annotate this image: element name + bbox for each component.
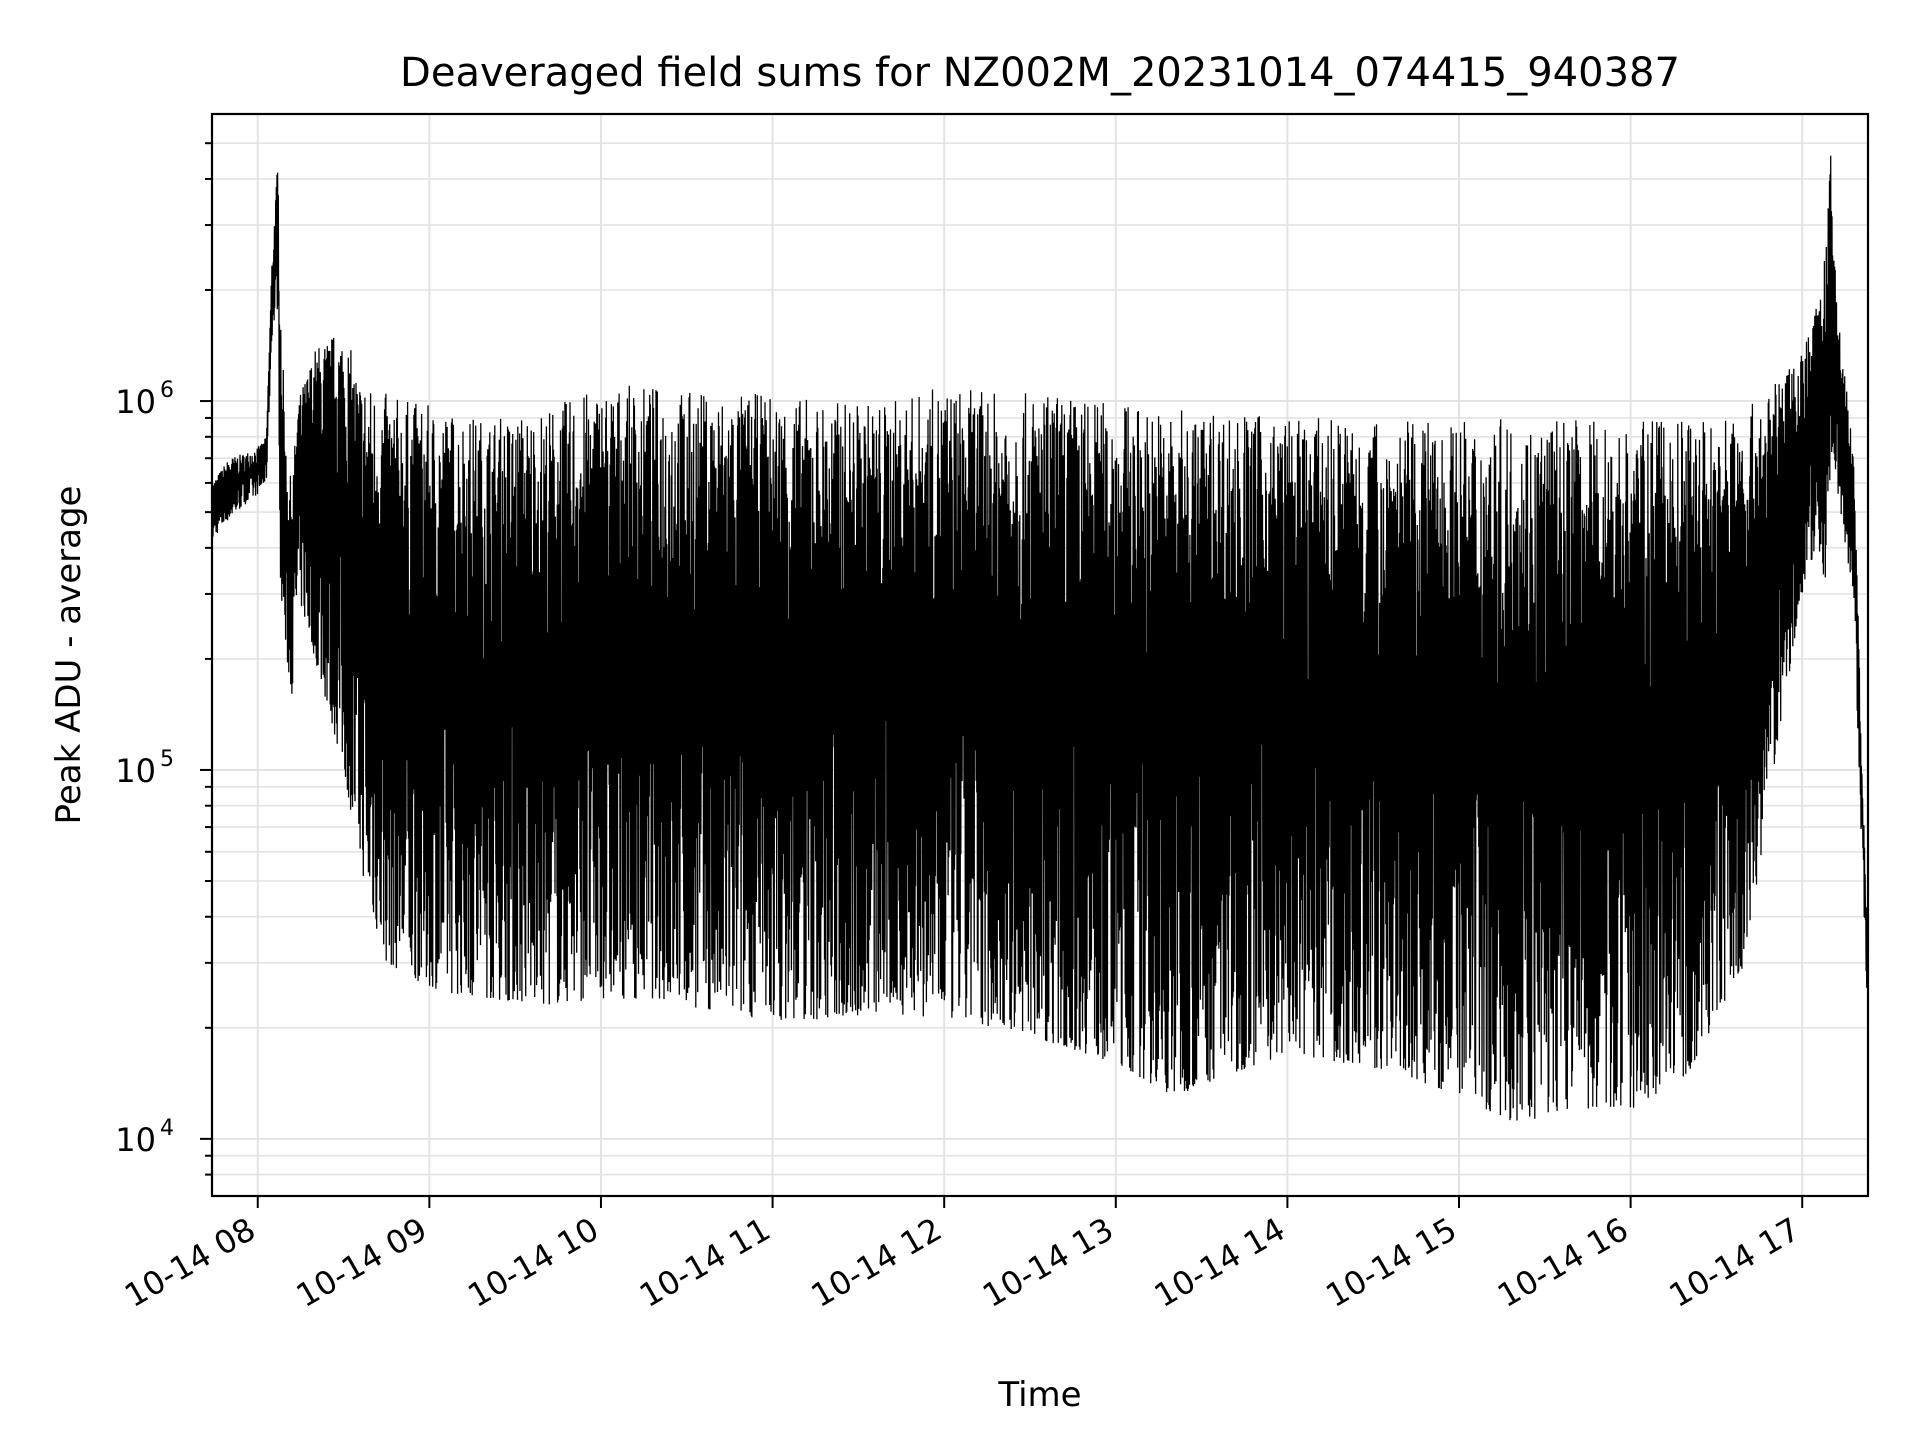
axes (200, 112, 1870, 1208)
x-tick-label: 10-14 13 (976, 1210, 1120, 1315)
x-tick-label: 10-14 11 (633, 1210, 777, 1315)
x-tick-label: 10-14 09 (290, 1210, 434, 1315)
y-tick-label: 10 (115, 1121, 156, 1159)
y-tick-exponent: 4 (160, 1116, 174, 1141)
y-tick-exponent: 5 (160, 747, 174, 772)
x-tick-label: 10-14 14 (1148, 1210, 1292, 1315)
y-tick-label: 10 (115, 752, 156, 790)
x-axis-label: Time (997, 1375, 1081, 1415)
series-group (211, 155, 1869, 1121)
x-tick-label: 10-14 17 (1663, 1210, 1807, 1315)
plot-frame (210, 112, 1870, 1198)
series-line (211, 155, 1869, 1121)
x-tick-label: 10-14 16 (1491, 1210, 1635, 1315)
x-tick-label: 10-14 08 (118, 1210, 262, 1315)
x-tick-label: 10-14 15 (1319, 1210, 1463, 1315)
y-tick-exponent: 6 (160, 378, 174, 403)
y-axis-label: Peak ADU - average (49, 486, 89, 825)
chart-title: Deaveraged field sums for NZ002M_2023101… (400, 50, 1680, 96)
x-tick-label: 10-14 12 (805, 1210, 949, 1315)
x-tick-label: 10-14 10 (461, 1210, 605, 1315)
y-tick-label: 10 (115, 383, 156, 421)
